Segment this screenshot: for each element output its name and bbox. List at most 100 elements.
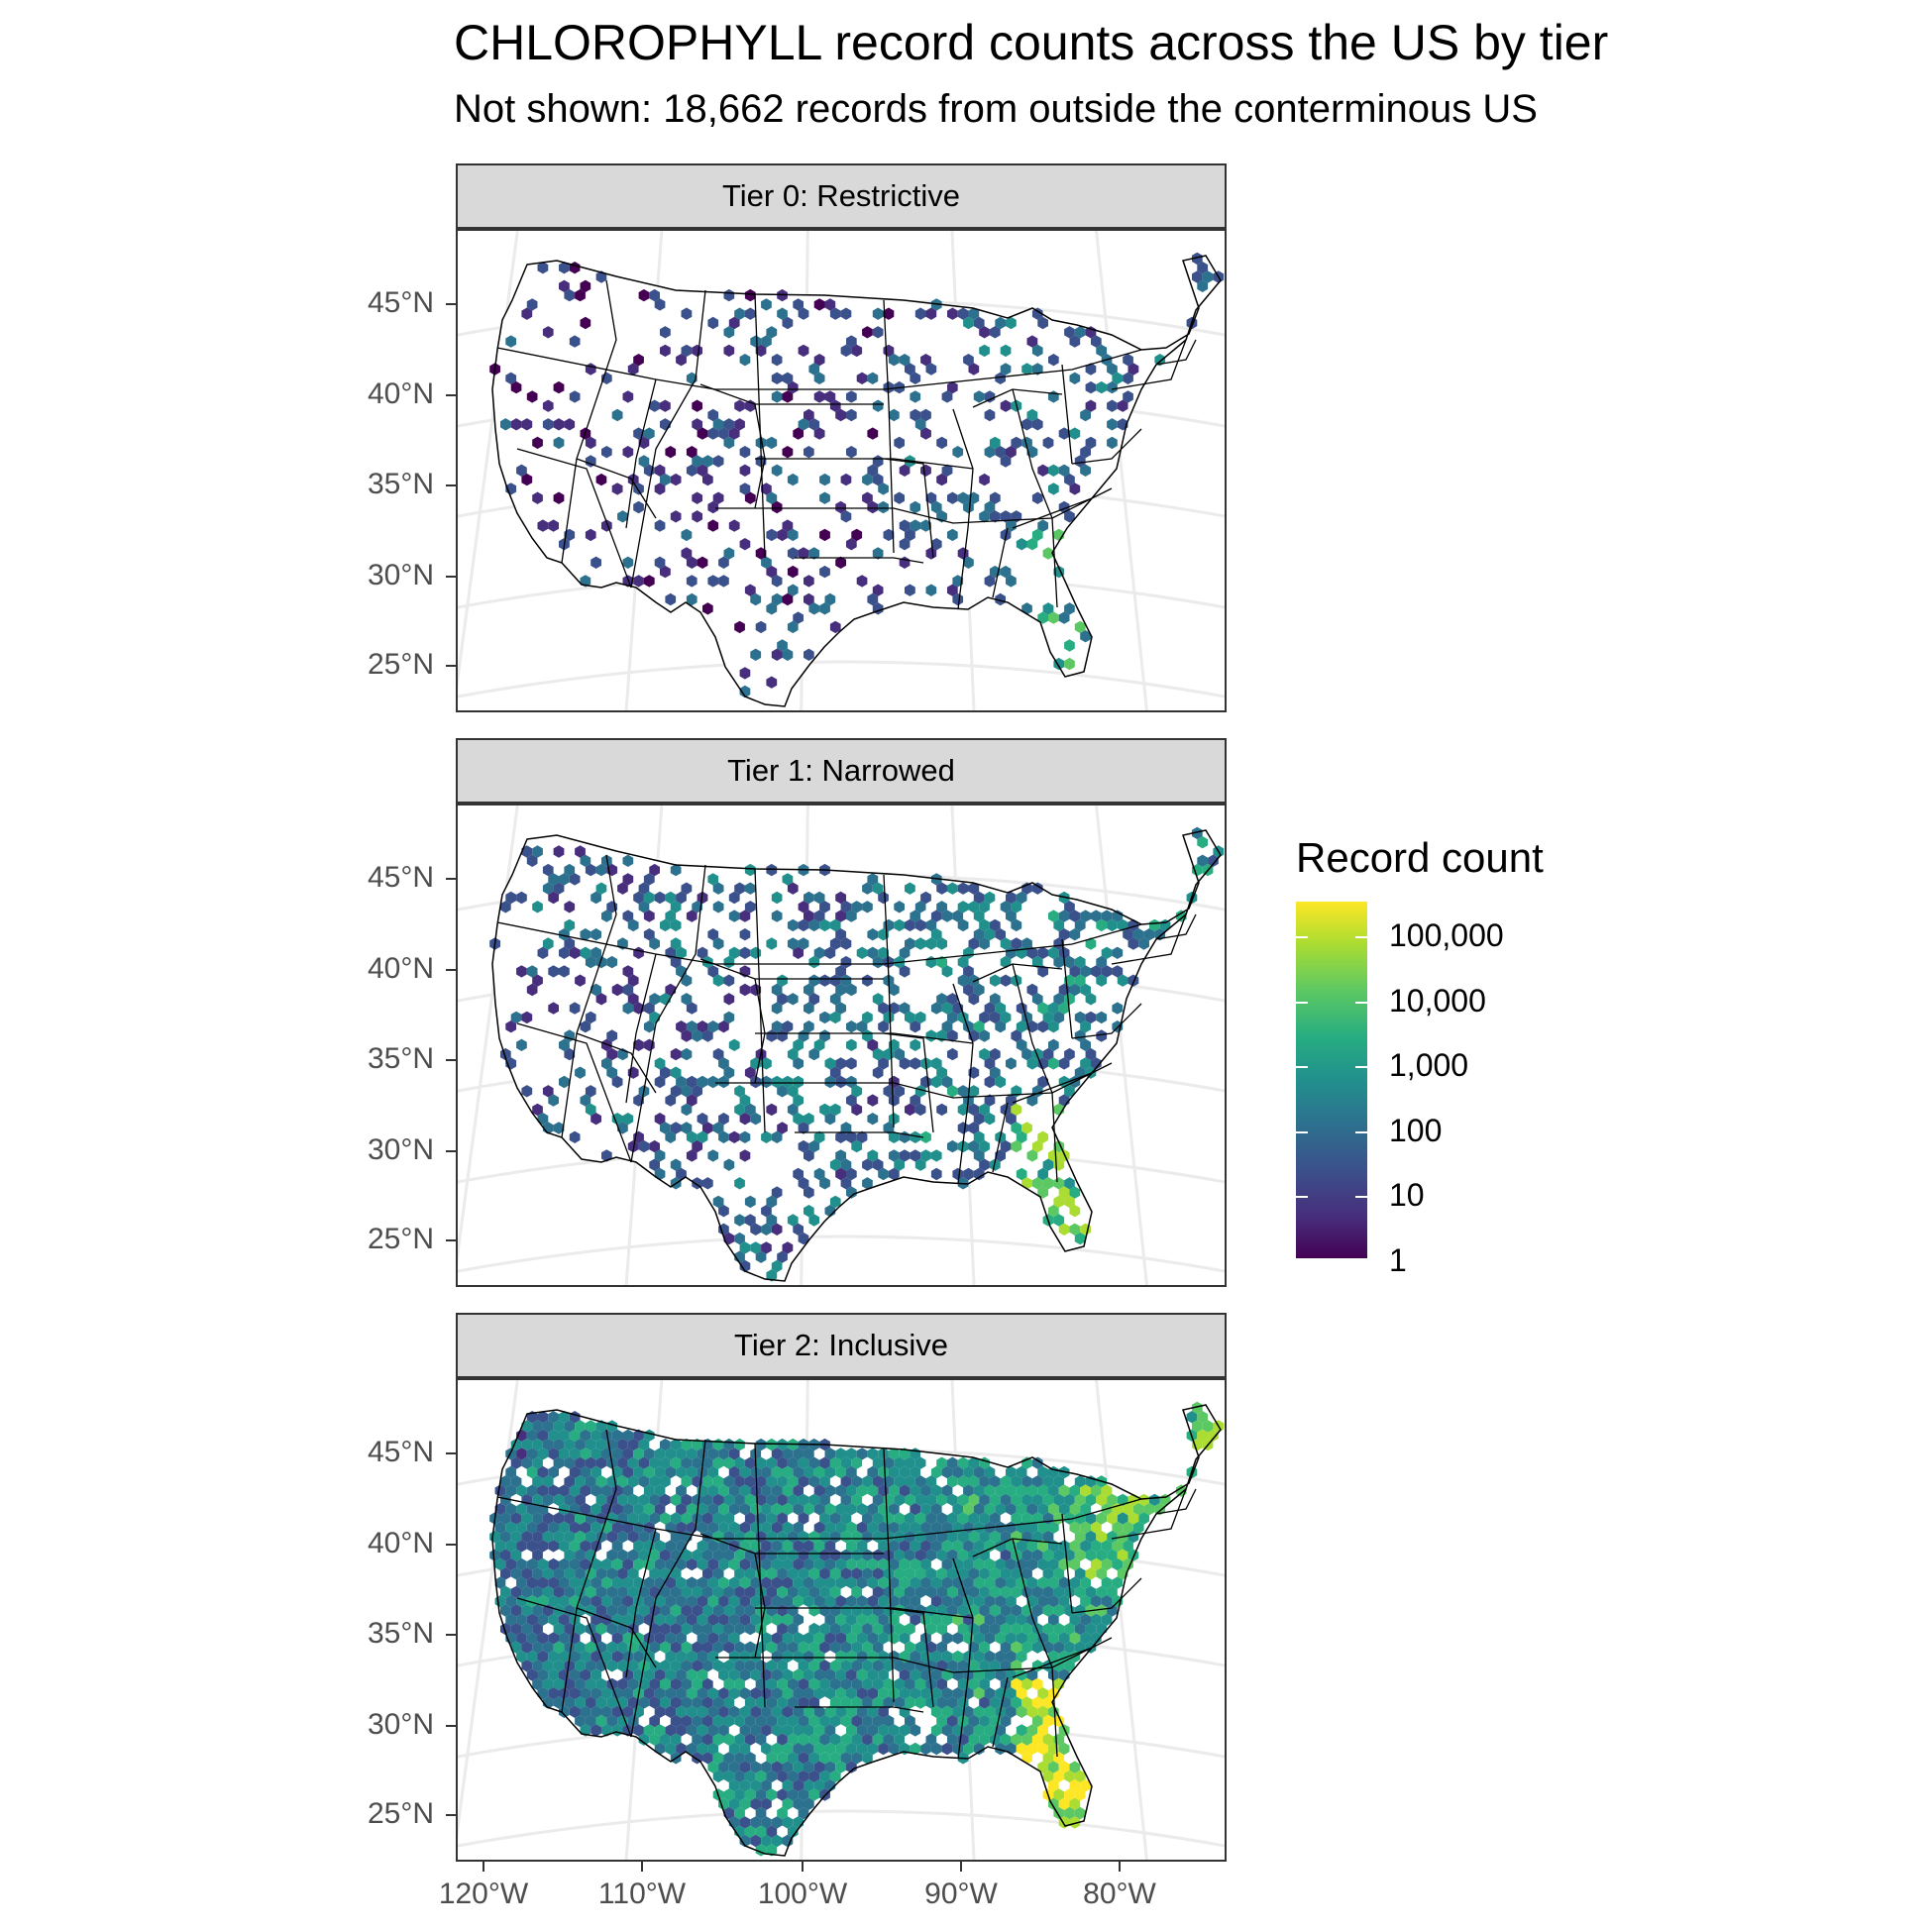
- hexbin-cell: [835, 891, 846, 905]
- hexbin-cell: [723, 1512, 735, 1525]
- us-land: [492, 830, 1221, 1281]
- hexbin-cell: [930, 1595, 942, 1608]
- hexbin-cell: [665, 1448, 677, 1460]
- hexbin-cell: [1042, 602, 1054, 615]
- hexbin-cell: [585, 436, 596, 450]
- hexbin-cell: [532, 845, 543, 858]
- hexbin-cell: [872, 1456, 884, 1469]
- state-border: [1155, 1488, 1197, 1515]
- hexbin-cell: [952, 1595, 964, 1608]
- hexbin-cell: [537, 1557, 549, 1571]
- hexbin-cell: [1069, 1186, 1081, 1199]
- hexbin-cell: [914, 1475, 926, 1488]
- graticule-meridian: [1095, 1380, 1148, 1860]
- hexbin-cell: [883, 528, 895, 542]
- hexbin-cell: [766, 1585, 778, 1599]
- hexbin-cell: [617, 1641, 628, 1654]
- hexbin-cell: [542, 1085, 554, 1098]
- state-border: [795, 557, 924, 564]
- hexbin-cell: [846, 1668, 857, 1681]
- hexbin-cell: [1042, 547, 1054, 560]
- hexbin-cell: [702, 1604, 713, 1617]
- hexbin-cell: [894, 1512, 905, 1525]
- state-border: [1061, 364, 1073, 465]
- hexbin-cell: [606, 1066, 618, 1079]
- hexbin-cell: [840, 1677, 852, 1691]
- hexbin-cell: [835, 1465, 846, 1479]
- hexbin-cell: [718, 1075, 729, 1089]
- hexbin-cell: [910, 1687, 921, 1700]
- hexbin-cell: [676, 1724, 687, 1737]
- hexbin-cell: [660, 1438, 671, 1451]
- hexbin-cell: [787, 620, 799, 634]
- hexbin-cell: [952, 1650, 964, 1664]
- hexbin-cell: [798, 1512, 809, 1525]
- hexbin-cell: [575, 1420, 586, 1433]
- hexbin-cell: [888, 1540, 900, 1553]
- hexbin-cell: [526, 1557, 538, 1571]
- hexbin-cell: [665, 1465, 677, 1479]
- hexbin-cell: [793, 1038, 804, 1051]
- hexbin-cell: [947, 882, 958, 895]
- hexbin-cell: [744, 1604, 756, 1617]
- hexbin-cell: [1011, 1567, 1022, 1580]
- hexbin-cell: [1101, 910, 1113, 922]
- hexbin-cell: [1021, 1622, 1032, 1636]
- hexbin-cell: [1026, 1540, 1038, 1553]
- hexbin-cell: [777, 1752, 788, 1765]
- hexbin-cell: [1037, 1540, 1048, 1553]
- hexbin-cell: [947, 528, 958, 542]
- hexbin-cell: [670, 1585, 682, 1599]
- hexbin-cell: [1000, 1475, 1012, 1488]
- hexbin-cell: [910, 1595, 921, 1608]
- hexbin-cell: [1096, 1567, 1108, 1580]
- hexbin-cell: [819, 491, 830, 504]
- state-border: [1012, 1072, 1093, 1104]
- hexbin-cell: [702, 1549, 713, 1561]
- hexbin-cell: [1064, 1660, 1075, 1672]
- hexbin-cell: [787, 1475, 799, 1488]
- hexbin-cell: [526, 298, 538, 311]
- hexbin-cell: [914, 1530, 926, 1544]
- hexbin-cell: [829, 1714, 841, 1728]
- hexbin-cell: [1053, 1549, 1065, 1561]
- hexbin-cell: [819, 901, 830, 913]
- hexbin-cell: [537, 1668, 549, 1681]
- hexbin-cell: [718, 1113, 729, 1126]
- hexbin-cell: [846, 335, 857, 348]
- hexbin-cell: [670, 473, 682, 486]
- hexbin-cell: [804, 1687, 814, 1700]
- hexbin-cell: [1031, 1139, 1043, 1153]
- hexbin-cell: [622, 1705, 634, 1718]
- hexbin-cell: [505, 335, 517, 348]
- hexbin-cell: [665, 1705, 677, 1718]
- hexbin-cell: [1016, 1632, 1027, 1645]
- hexbin-cell: [804, 1503, 814, 1516]
- hexbin-cell: [1037, 464, 1048, 477]
- hexbin-cell: [707, 1484, 719, 1497]
- hexbin-cell: [1149, 918, 1160, 932]
- hexbin-cell: [712, 491, 724, 504]
- hexbin-cell: [728, 1632, 740, 1645]
- hexbin-cell: [920, 1687, 931, 1700]
- hexbin-cell: [905, 1696, 915, 1709]
- hexbin-cell: [1011, 1604, 1022, 1617]
- hexbin-cell: [883, 380, 895, 394]
- hexbin-cell: [941, 1595, 953, 1608]
- hexbin-cell: [638, 1139, 650, 1153]
- hexbin-cell: [771, 1595, 783, 1608]
- hexbin-cell: [489, 1549, 500, 1561]
- hexbin-cell: [925, 1733, 937, 1746]
- hexbin-cell: [739, 1521, 751, 1534]
- hexbin-cell: [686, 910, 698, 922]
- hexbin-cell: [851, 1103, 863, 1117]
- hexbin-cell: [510, 1475, 522, 1488]
- hexbin-cell: [1138, 1512, 1149, 1525]
- hexbin-cell: [553, 1456, 565, 1469]
- hexbin-cell: [660, 918, 671, 932]
- hexbin-cell: [692, 1085, 702, 1098]
- hexbin-cell: [878, 1020, 889, 1033]
- hexbin-cell: [686, 1503, 698, 1516]
- hexbin-cell: [1064, 326, 1075, 339]
- hexbin-cell: [660, 1493, 671, 1507]
